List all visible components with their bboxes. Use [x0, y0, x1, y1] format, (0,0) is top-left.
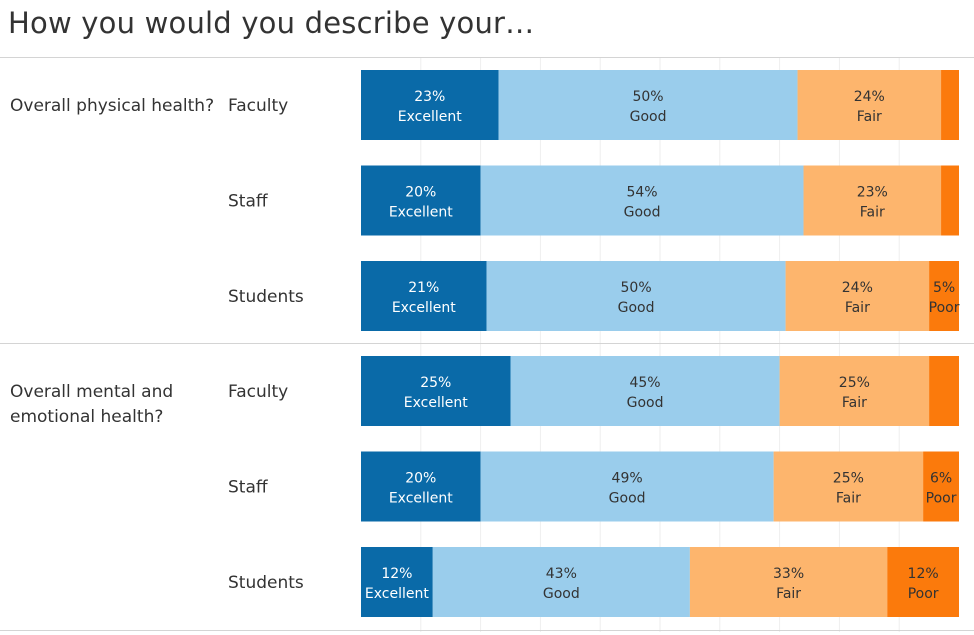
- bar-value-label: 49%: [612, 471, 643, 487]
- row-label: Students: [228, 287, 304, 307]
- bar-segment-excellent: [361, 70, 499, 140]
- bar-segment-poor: [887, 547, 959, 617]
- bar-category-label: Fair: [857, 109, 882, 125]
- bar-segment-fair: [785, 261, 930, 331]
- bar-category-label: Poor: [908, 586, 939, 602]
- bar-value-label: 50%: [621, 280, 652, 296]
- bar-category-label: Fair: [860, 205, 885, 221]
- bar-value-label: 33%: [773, 566, 804, 582]
- bar-category-label: Poor: [929, 300, 960, 316]
- bar-category-label: Excellent: [398, 109, 462, 125]
- bar-category-label: Good: [543, 586, 580, 602]
- bar-segment-excellent: [361, 165, 481, 236]
- row-label: Faculty: [228, 96, 288, 116]
- bar-segment-poor: [941, 165, 959, 236]
- bar-category-label: Excellent: [392, 300, 456, 316]
- bar-category-label: Fair: [836, 491, 861, 507]
- bar-category-label: Excellent: [365, 586, 429, 602]
- bar-segment-good: [432, 547, 690, 617]
- bar-segment-good: [486, 261, 786, 331]
- bar-category-label: Fair: [776, 586, 801, 602]
- bar-segment-excellent: [361, 451, 481, 522]
- bar-category-label: Good: [618, 300, 655, 316]
- bar-segment-good: [498, 70, 798, 140]
- bar-category-label: Fair: [842, 395, 867, 411]
- bar-category-label: Excellent: [404, 395, 468, 411]
- bar-segment-poor: [929, 261, 959, 331]
- row-label: Students: [228, 573, 304, 593]
- row-label: Faculty: [228, 382, 288, 402]
- bar-value-label: 50%: [632, 89, 663, 105]
- bar-value-label: 20%: [405, 185, 436, 201]
- bar-value-label: 24%: [842, 280, 873, 296]
- bar-value-label: 21%: [408, 280, 439, 296]
- bar-segment-good: [510, 356, 780, 426]
- bar-value-label: 45%: [629, 375, 660, 391]
- bar-segment-fair: [779, 356, 930, 426]
- chart-title: How you would you describe your…: [8, 6, 535, 40]
- group-label: Overall mental and emotional health?: [10, 382, 173, 427]
- bar-value-label: 43%: [546, 566, 577, 582]
- bar-category-label: Good: [627, 395, 664, 411]
- bar-segment-poor: [929, 356, 959, 426]
- row-label: Staff: [228, 478, 269, 498]
- bar-segment-good: [480, 451, 774, 522]
- bar-value-label: 25%: [839, 375, 870, 391]
- bar-segment-poor: [941, 70, 959, 140]
- bar-category-label: Fair: [845, 300, 870, 316]
- bar-segment-fair: [797, 70, 942, 140]
- bar-value-label: 25%: [420, 375, 451, 391]
- bar-value-label: 23%: [414, 89, 445, 105]
- bar-segment-fair: [803, 165, 942, 236]
- bar-value-label: 25%: [833, 471, 864, 487]
- bar-segment-excellent: [361, 356, 511, 426]
- group-label: Overall physical health?: [10, 96, 214, 116]
- bar-value-label: 20%: [405, 471, 436, 487]
- bar-segment-fair: [773, 451, 924, 522]
- bar-segment-excellent: [361, 547, 433, 617]
- bar-value-label: 54%: [626, 185, 657, 201]
- bar-category-label: Good: [609, 491, 646, 507]
- bar-segment-fair: [689, 547, 888, 617]
- bar-value-label: 6%: [930, 471, 952, 487]
- bar-category-label: Good: [624, 205, 661, 221]
- bar-value-label: 24%: [854, 89, 885, 105]
- bar-value-label: 12%: [381, 566, 412, 582]
- bar-value-label: 23%: [857, 185, 888, 201]
- bar-segment-poor: [923, 451, 959, 522]
- bar-category-label: Poor: [926, 491, 957, 507]
- bar-value-label: 12%: [908, 566, 939, 582]
- bar-segment-good: [480, 165, 804, 236]
- bar-category-label: Excellent: [389, 205, 453, 221]
- bar-category-label: Excellent: [389, 491, 453, 507]
- bar-category-label: Good: [630, 109, 667, 125]
- bar-value-label: 5%: [933, 280, 955, 296]
- bar-segment-excellent: [361, 261, 487, 331]
- row-label: Staff: [228, 192, 269, 212]
